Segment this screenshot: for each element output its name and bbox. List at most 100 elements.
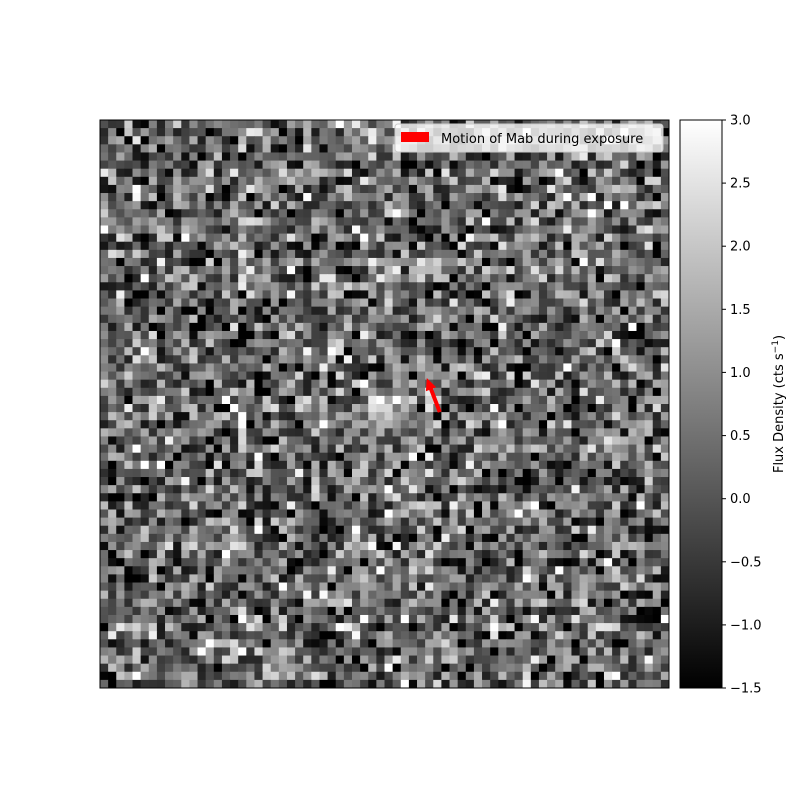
image-pixel [449, 209, 459, 218]
image-pixel [563, 671, 572, 681]
image-pixel [457, 225, 467, 234]
image-pixel [506, 339, 515, 348]
image-pixel [140, 152, 150, 161]
image-pixel [124, 468, 133, 478]
image-pixel [303, 452, 312, 462]
image-pixel [660, 347, 670, 356]
image-pixel [449, 598, 459, 608]
image-pixel [132, 420, 142, 429]
image-pixel [108, 306, 117, 316]
image-pixel [506, 152, 515, 161]
image-pixel [595, 485, 605, 494]
image-pixel [417, 160, 426, 170]
image-pixel [449, 355, 459, 364]
image-pixel [360, 590, 369, 600]
image-pixel [124, 501, 133, 510]
image-pixel [628, 290, 637, 299]
image-pixel [660, 639, 670, 648]
image-pixel [530, 444, 540, 454]
image-pixel [132, 614, 142, 624]
image-pixel [148, 217, 158, 226]
image-pixel [189, 460, 198, 470]
image-pixel [230, 558, 239, 567]
image-pixel [368, 225, 377, 234]
image-pixel [612, 282, 621, 291]
image-pixel [555, 184, 564, 194]
image-pixel [490, 460, 499, 470]
image-pixel [628, 493, 637, 502]
image-pixel [506, 241, 515, 251]
image-pixel [116, 598, 125, 608]
image-pixel [181, 444, 190, 454]
image-pixel [506, 468, 515, 478]
image-pixel [108, 136, 117, 145]
image-pixel [335, 136, 345, 145]
image-pixel [441, 436, 450, 445]
image-pixel [530, 412, 540, 421]
image-pixel [270, 209, 280, 218]
image-pixel [465, 493, 475, 502]
image-pixel [165, 412, 174, 421]
image-pixel [563, 306, 572, 316]
image-pixel [530, 176, 540, 186]
image-pixel [230, 655, 239, 665]
image-pixel [335, 128, 345, 137]
image-pixel [148, 395, 158, 405]
image-pixel [595, 193, 605, 202]
image-pixel [376, 655, 385, 665]
image-pixel [595, 606, 605, 616]
image-pixel [254, 274, 263, 283]
image-pixel [189, 412, 198, 421]
image-pixel [473, 574, 483, 583]
image-pixel [230, 444, 239, 454]
image-pixel [563, 525, 572, 535]
image-pixel [108, 412, 117, 421]
image-pixel [351, 647, 361, 656]
image-pixel [100, 314, 109, 324]
image-pixel [498, 412, 507, 421]
image-pixel [538, 282, 548, 291]
image-pixel [522, 176, 532, 186]
image-pixel [628, 249, 637, 259]
image-pixel [286, 558, 296, 567]
image-pixel [498, 184, 507, 194]
image-pixel [514, 412, 524, 421]
image-pixel [181, 509, 190, 518]
image-pixel [205, 298, 215, 308]
image-pixel [205, 525, 215, 535]
image-pixel [417, 525, 426, 535]
image-pixel [522, 371, 532, 381]
image-pixel [400, 501, 410, 510]
image-pixel [303, 485, 312, 494]
image-pixel [417, 501, 426, 510]
image-pixel [522, 517, 532, 527]
image-pixel [473, 193, 483, 202]
image-pixel [644, 355, 654, 364]
image-pixel [230, 128, 239, 137]
image-pixel [173, 525, 182, 535]
image-pixel [449, 582, 459, 592]
image-pixel [579, 501, 589, 510]
image-pixel [360, 647, 369, 656]
image-pixel [327, 298, 337, 308]
image-pixel [100, 209, 109, 218]
image-pixel [441, 590, 450, 600]
image-pixel [514, 460, 524, 470]
image-pixel [311, 322, 320, 332]
image-pixel [465, 574, 475, 583]
image-pixel [181, 387, 190, 397]
image-pixel [181, 347, 190, 356]
image-pixel [417, 330, 426, 340]
image-pixel [140, 395, 150, 405]
image-pixel [457, 282, 467, 291]
image-pixel [652, 298, 662, 308]
image-pixel [376, 201, 385, 210]
image-pixel [522, 477, 532, 486]
image-pixel [124, 485, 133, 494]
image-pixel [473, 160, 483, 170]
image-pixel [335, 566, 345, 575]
image-pixel [652, 647, 662, 656]
image-pixel [100, 128, 109, 137]
image-pixel [547, 330, 556, 340]
image-pixel [473, 217, 483, 226]
